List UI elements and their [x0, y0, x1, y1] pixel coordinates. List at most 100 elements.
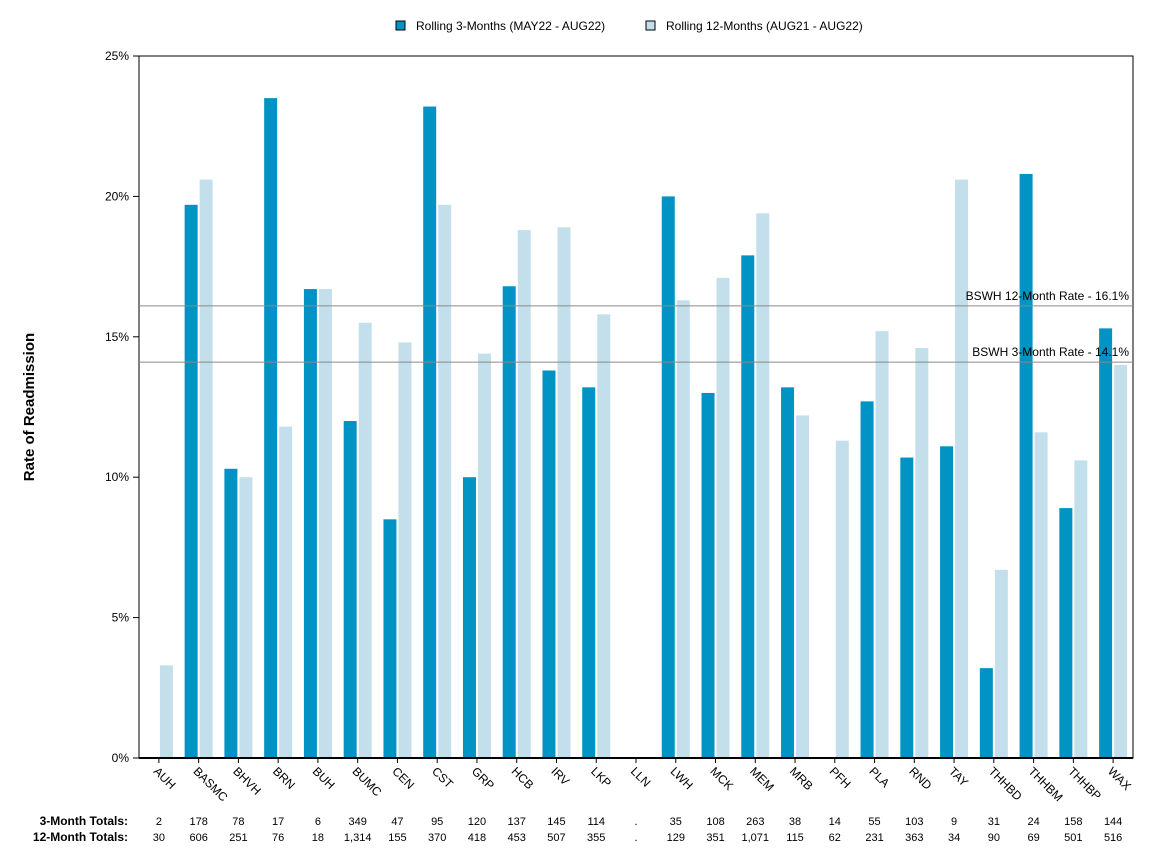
y-axis-title: Rate of Readmission [21, 333, 38, 481]
y-tick-label: 5% [112, 611, 130, 625]
bar-12month-thhbd [994, 569, 1008, 758]
bar-12month-wax [1114, 364, 1128, 758]
bar-12month-cen [398, 342, 412, 758]
bar-12month-pla [875, 331, 889, 758]
bar-3month-thhbm [1019, 173, 1033, 758]
totals-value-12month: 507 [547, 832, 565, 844]
totals-value-12month: 69 [1027, 832, 1039, 844]
totals-value-3month: 47 [391, 816, 403, 828]
bar-12month-mem [756, 213, 770, 759]
x-tick-label-buh: BUH [310, 764, 338, 792]
bar-3month-mrb [781, 387, 795, 758]
totals-value-12month: 76 [272, 832, 284, 844]
totals-value-12month: 155 [388, 832, 406, 844]
bar-12month-mck [716, 277, 730, 758]
totals-value-3month: 95 [431, 816, 443, 828]
bar-3month-brn [264, 98, 278, 759]
x-tick-label-thhbd: THHBD [986, 764, 1025, 803]
bar-12month-rnd [915, 348, 929, 758]
totals-value-12month: 90 [988, 832, 1000, 844]
x-tick-label-brn: BRN [270, 764, 298, 792]
totals-value-12month: 34 [948, 832, 960, 844]
totals-value-12month: 516 [1104, 832, 1122, 844]
totals-value-12month: 370 [428, 832, 446, 844]
totals-value-3month: 2 [156, 816, 162, 828]
totals-value-12month: . [634, 832, 637, 844]
legend-label-12month: Rolling 12-Months (AUG21 - AUG22) [666, 19, 863, 33]
totals-value-12month: 129 [667, 832, 685, 844]
bar-3month-basmc [184, 204, 198, 759]
x-tick-label-wax: WAX [1105, 764, 1134, 793]
y-tick-label: 0% [112, 751, 130, 765]
totals-value-3month: 6 [315, 816, 321, 828]
bar-12month-basmc [199, 179, 213, 758]
y-tick-label: 20% [105, 189, 129, 203]
x-tick-label-irv: IRV [548, 764, 572, 788]
totals-value-3month: 14 [829, 816, 841, 828]
x-tick-label-auh: AUH [151, 764, 179, 792]
bar-12month-bumc [358, 322, 372, 758]
reference-label-12month: BSWH 12-Month Rate - 16.1% [966, 289, 1130, 303]
totals-value-12month: 251 [229, 832, 247, 844]
totals-value-3month: 178 [189, 816, 207, 828]
totals-value-3month: 145 [547, 816, 565, 828]
bar-12month-grp [477, 353, 491, 758]
bar-3month-bhvh [224, 468, 238, 758]
x-tick-label-bhvh: BHVH [230, 764, 263, 797]
totals-value-12month: 351 [706, 832, 724, 844]
y-tick-label: 15% [105, 330, 129, 344]
bar-12month-mrb [796, 415, 810, 758]
totals-label-12month: 12-Month Totals: [33, 830, 128, 844]
x-tick-label-thhbm: THHBM [1025, 764, 1065, 804]
bar-3month-thhbd [979, 668, 993, 758]
x-tick-label-rnd: RND [906, 764, 935, 793]
bar-12month-bhvh [239, 477, 253, 758]
bar-12month-thhbp [1074, 460, 1088, 758]
x-tick-label-lkp: LKP [588, 764, 614, 790]
bar-3month-lwh [661, 196, 675, 758]
totals-value-3month: 35 [670, 816, 682, 828]
totals-value-12month: 606 [189, 832, 207, 844]
totals-value-12month: 115 [786, 832, 804, 844]
bar-12month-cst [438, 204, 452, 759]
x-tick-label-pla: PLA [866, 764, 892, 790]
bar-3month-grp [462, 477, 476, 758]
bar-3month-lkp [582, 387, 596, 758]
bar-3month-cst [423, 106, 437, 758]
bar-12month-buh [318, 289, 332, 758]
bar-12month-irv [557, 227, 571, 759]
totals-value-12month: 355 [587, 832, 605, 844]
totals-value-12month: 501 [1064, 832, 1082, 844]
totals-value-3month: 263 [746, 816, 764, 828]
bar-12month-auh [159, 665, 173, 758]
totals-value-3month: 137 [508, 816, 526, 828]
totals-value-3month: 38 [789, 816, 801, 828]
totals-value-3month: 349 [349, 816, 367, 828]
x-tick-label-pfh: PFH [827, 764, 854, 791]
bar-3month-pla [860, 401, 874, 758]
x-tick-label-hcb: HCB [509, 764, 537, 792]
y-tick-label: 25% [105, 49, 129, 63]
x-tick-label-basmc: BASMC [191, 764, 231, 804]
x-tick-label-mrb: MRB [787, 764, 816, 793]
totals-value-12month: 418 [468, 832, 486, 844]
totals-value-3month: . [634, 816, 637, 828]
totals-value-3month: 24 [1027, 816, 1039, 828]
totals-label-3month: 3-Month Totals: [40, 814, 128, 828]
totals-value-3month: 9 [951, 816, 957, 828]
bar-3month-tay [940, 446, 954, 758]
bar-12month-thhbm [1034, 432, 1048, 758]
bar-3month-cen [383, 519, 397, 758]
bar-3month-wax [1099, 328, 1113, 758]
bar-12month-lkp [597, 314, 611, 758]
bar-12month-brn [279, 426, 293, 758]
y-tick-label: 10% [105, 470, 129, 484]
totals-value-12month: 1,071 [742, 832, 770, 844]
totals-value-3month: 103 [905, 816, 923, 828]
totals-value-3month: 144 [1104, 816, 1122, 828]
x-tick-label-cen: CEN [389, 764, 417, 792]
totals-value-3month: 31 [988, 816, 1000, 828]
bar-3month-hcb [502, 286, 516, 758]
bar-3month-rnd [900, 457, 914, 758]
